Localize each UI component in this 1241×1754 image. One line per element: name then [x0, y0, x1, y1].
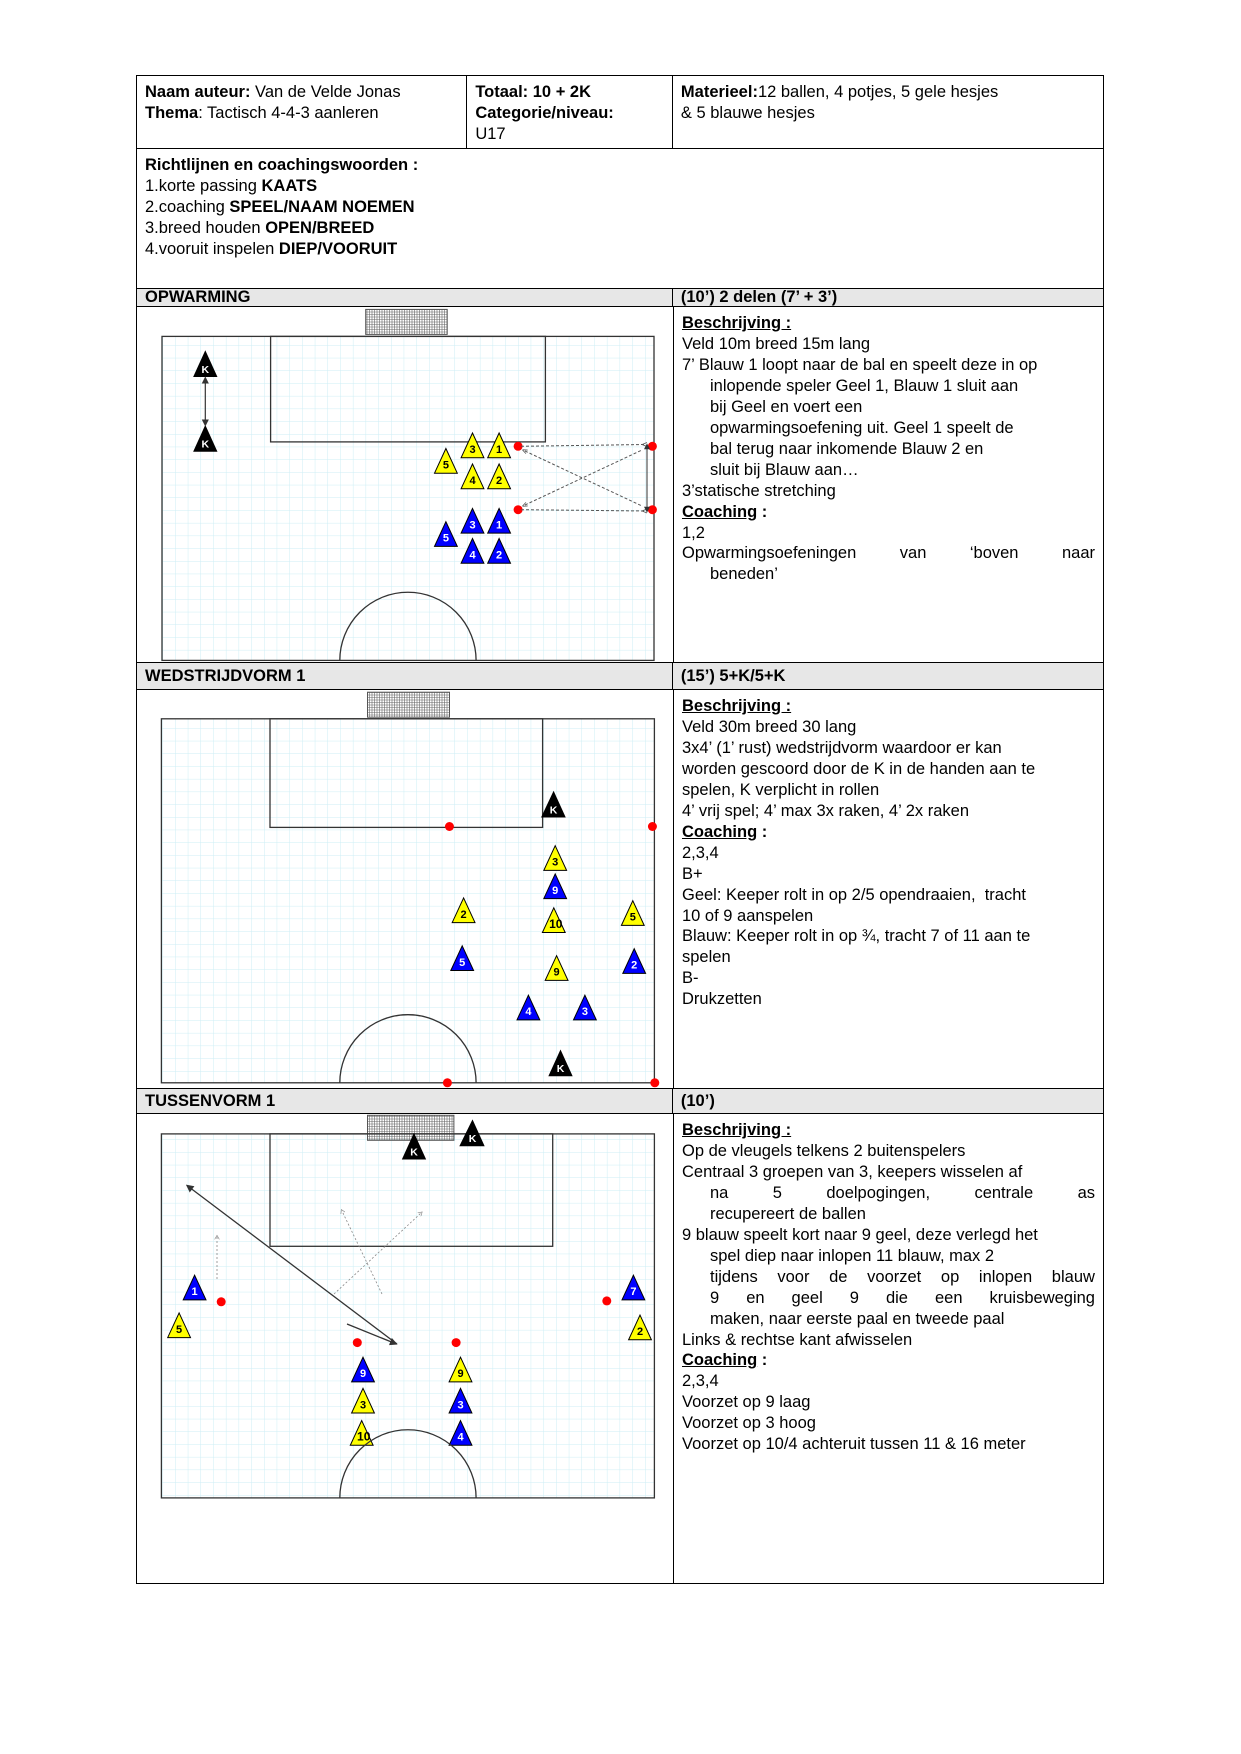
svg-text:4: 4	[469, 475, 476, 487]
svg-text:7: 7	[630, 1286, 636, 1298]
svg-text:3: 3	[457, 1399, 463, 1411]
svg-text:9: 9	[360, 1368, 366, 1380]
svg-text:3: 3	[469, 444, 475, 456]
svg-text:K: K	[202, 364, 210, 376]
svg-text:4: 4	[525, 1006, 532, 1018]
svg-text:1: 1	[496, 519, 502, 531]
svg-text:2: 2	[637, 1326, 643, 1338]
svg-text:1: 1	[192, 1286, 198, 1298]
svg-text:4: 4	[469, 550, 476, 562]
svg-text:K: K	[202, 439, 210, 451]
svg-text:5: 5	[443, 533, 449, 545]
svg-text:K: K	[550, 804, 558, 816]
svg-text:K: K	[469, 1133, 477, 1145]
svg-text:4: 4	[457, 1432, 464, 1444]
svg-text:5: 5	[443, 460, 449, 472]
svg-text:5: 5	[459, 957, 465, 969]
svg-text:2: 2	[461, 909, 467, 921]
svg-text:2: 2	[631, 960, 637, 972]
svg-text:3: 3	[552, 857, 558, 869]
svg-text:2: 2	[496, 475, 502, 487]
svg-text:K: K	[410, 1146, 418, 1158]
svg-text:10: 10	[549, 917, 563, 931]
svg-text:3: 3	[582, 1006, 588, 1018]
svg-text:5: 5	[630, 912, 636, 924]
svg-text:9: 9	[552, 885, 558, 897]
svg-text:2: 2	[496, 550, 502, 562]
svg-text:3: 3	[360, 1399, 366, 1411]
svg-text:9: 9	[554, 967, 560, 979]
svg-text:5: 5	[176, 1324, 182, 1336]
svg-text:3: 3	[469, 519, 475, 531]
svg-text:9: 9	[457, 1368, 463, 1380]
svg-text:1: 1	[496, 444, 502, 456]
svg-text:K: K	[557, 1063, 565, 1075]
